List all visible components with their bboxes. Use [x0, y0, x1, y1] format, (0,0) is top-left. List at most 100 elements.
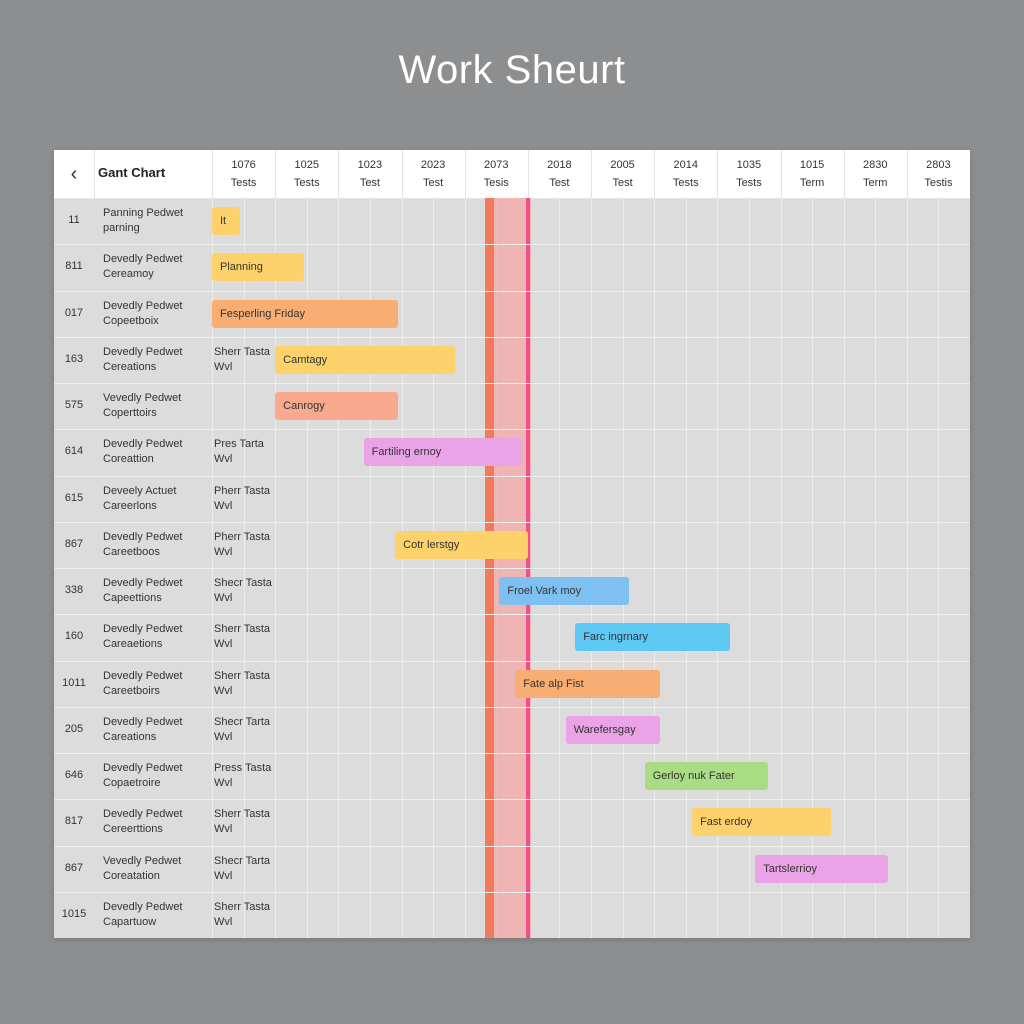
row-divider	[54, 475, 970, 477]
column-sub-label: Test	[612, 177, 633, 189]
timeline-column-header: 2023 Test	[402, 156, 465, 196]
column-sub-label: Tests	[230, 177, 257, 189]
gantt-chart: ‹ Gant Chart 1076 Tests 1025 Tests 1023 Test 2…	[54, 150, 970, 938]
row-subtask-label: Pherr Tasta Wvl	[214, 484, 271, 512]
gantt-task-bar[interactable]: Fesperling Friday	[212, 299, 399, 328]
row-subtask-label: Sherr Tasta Wvl	[214, 345, 271, 373]
header-divider	[275, 150, 277, 198]
row-divider	[54, 614, 970, 616]
header-divider	[464, 150, 466, 198]
row-id: 867	[64, 861, 84, 874]
gantt-task-bar[interactable]: Fartiling ernoy	[363, 438, 522, 467]
chevron-left-icon: ‹	[70, 162, 78, 185]
row-id: 017	[64, 306, 84, 319]
row-task-name: Devedly Pedwet Careetboos	[103, 530, 183, 558]
column-year-label: 2830	[862, 159, 888, 171]
column-sub-label: Test	[359, 177, 380, 189]
gantt-task-bar[interactable]: Froel Vark moy	[499, 577, 629, 606]
header-divider	[780, 150, 782, 198]
row-divider	[54, 845, 970, 847]
column-year-label: 2023	[420, 159, 446, 171]
header-divider	[906, 150, 908, 198]
header-divider	[654, 150, 656, 198]
row-divider	[54, 244, 970, 246]
row-divider	[54, 706, 970, 708]
header-divider	[401, 150, 403, 198]
column-year-label: 1023	[357, 159, 383, 171]
row-id: 817	[64, 815, 84, 828]
row-task-name: Devedly Pedwet Cereamoy	[103, 253, 183, 281]
row-id: 614	[64, 445, 84, 458]
gantt-task-bar[interactable]: It	[212, 207, 241, 236]
page-title: Work Sheurt	[398, 48, 626, 92]
row-divider	[54, 290, 970, 292]
chart-header-title: Gant Chart	[98, 165, 166, 180]
column-sub-label: Test	[422, 177, 444, 189]
column-sub-label: Tests	[672, 177, 699, 189]
row-divider	[54, 336, 970, 338]
gantt-task-bar[interactable]: Canrogy	[275, 392, 399, 421]
gantt-task-bar[interactable]: Fate alp Fist	[515, 669, 661, 698]
row-task-name: Devedly Pedwet Careetboirs	[103, 669, 183, 697]
row-id: 205	[64, 722, 84, 735]
row-id: 160	[64, 630, 84, 643]
timeline-column-header: 1025 Tests	[275, 156, 338, 196]
header-divider	[94, 150, 95, 198]
header-divider	[527, 150, 529, 198]
gantt-task-bar[interactable]: Tartslerrioy	[755, 854, 888, 883]
gantt-task-bar[interactable]: Farc ingrnary	[575, 623, 730, 652]
timeline-column-header: 2018 Test	[528, 156, 591, 196]
gantt-task-bar[interactable]: Warefersgay	[565, 715, 661, 744]
row-subtask-label: Shecr Tasta Wvl	[214, 577, 272, 605]
row-subtask-label: Sherr Tasta Wvl	[214, 623, 271, 651]
row-task-name: Vevedly Pedwet Coreatation	[103, 854, 182, 882]
row-task-name: Panning Pedwet parning	[103, 207, 184, 235]
row-divider	[54, 568, 970, 569]
gantt-task-bar[interactable]: Fast erdoy	[692, 808, 832, 837]
row-id: 1011	[62, 676, 86, 689]
gantt-task-bar[interactable]: Planning	[212, 253, 304, 282]
column-year-label: 2005	[610, 159, 635, 171]
row-divider	[54, 429, 970, 431]
column-sub-label: Term	[863, 177, 888, 189]
row-subtask-label: Shecr Tarta Wvl	[214, 715, 271, 743]
timeline-column-header: 2073 Tesis	[465, 156, 528, 196]
row-task-name: Vevedly Pedwet Coperttoirs	[103, 392, 182, 420]
row-task-name: Devedly Pedwet Careations	[103, 715, 183, 743]
gantt-task-bar[interactable]: Cotr lerstgy	[395, 530, 528, 559]
header-divider	[591, 150, 592, 198]
row-task-name: Deveely Actuet Careerlons	[103, 484, 177, 512]
column-sub-label: Tests	[736, 177, 762, 189]
column-year-label: 1015	[799, 159, 825, 171]
row-id: 646	[64, 769, 84, 782]
gantt-task-bar[interactable]: Gerloy nuk Fater	[644, 762, 768, 791]
row-divider	[54, 521, 970, 523]
row-task-name: Devedly Pedwet Coreattion	[103, 438, 183, 466]
header-divider	[843, 150, 845, 198]
timeline-column-header: 1023 Test	[338, 156, 401, 196]
row-divider	[54, 799, 970, 801]
row-divider	[54, 891, 970, 893]
header-divider	[338, 150, 340, 198]
column-year-label: 2073	[483, 159, 509, 171]
back-button[interactable]: ‹	[54, 150, 94, 198]
column-year-label: 1025	[294, 159, 319, 171]
row-task-name: Devedly Pedwet Capeettions	[103, 577, 183, 605]
row-divider	[54, 383, 970, 384]
column-year-label: 2803	[926, 159, 951, 171]
gantt-task-bar[interactable]: Camtagy	[275, 345, 456, 374]
row-id: 811	[65, 260, 83, 273]
row-task-name: Devedly Pedwet Capartuow	[103, 900, 183, 928]
row-id: 575	[64, 399, 84, 412]
timeline-column-header: 1015 Term	[781, 156, 844, 196]
row-divider	[54, 660, 970, 662]
gantt-body: 11 Panning Pedwet parning It 811 Devedly Pedw…	[54, 198, 970, 938]
timeline-column-header: 1076 Tests	[212, 156, 275, 196]
column-sub-label: Tests	[293, 177, 320, 189]
row-subtask-label: Sherr Tasta Wvl	[214, 900, 271, 928]
row-id: 615	[64, 491, 84, 504]
row-id: 338	[64, 584, 84, 597]
column-year-label: 2014	[673, 159, 698, 171]
timeline-column-header: 2005 Test	[591, 156, 654, 196]
row-subtask-label: Pherr Tasta Wvl	[214, 530, 271, 558]
